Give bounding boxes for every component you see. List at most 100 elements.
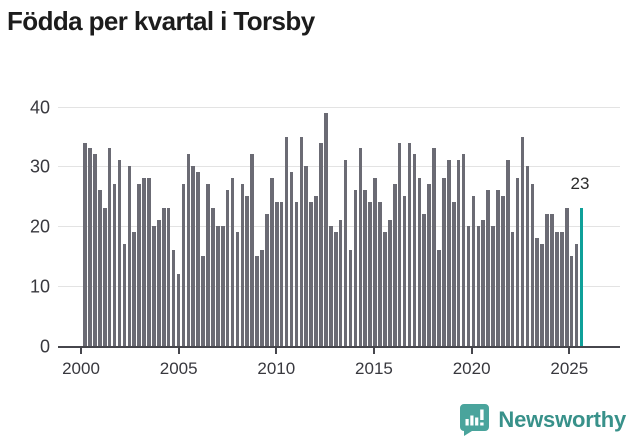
bar (314, 196, 318, 346)
bar (83, 143, 87, 346)
bar (211, 208, 215, 346)
newsworthy-icon (459, 403, 490, 436)
bar (481, 220, 485, 346)
bar (206, 184, 210, 346)
x-tick-2000 (80, 348, 82, 354)
bar (540, 244, 544, 346)
x-tick-2020 (470, 348, 473, 354)
bar (294, 202, 299, 346)
bar (171, 250, 176, 346)
bar (348, 250, 353, 346)
bar (255, 256, 259, 346)
bar (476, 226, 481, 346)
bar (191, 166, 196, 346)
bar (432, 148, 436, 346)
bar (98, 190, 102, 346)
bar (520, 137, 525, 346)
bar (574, 244, 579, 346)
bar (397, 143, 402, 346)
bar (240, 184, 245, 346)
last-bar-value-label: 23 (570, 174, 590, 193)
gridline-30 (58, 166, 620, 168)
bar (230, 178, 235, 346)
bar (550, 214, 554, 346)
bar (166, 208, 171, 346)
bar (501, 196, 505, 346)
x-tick-label-2020: 2020 (452, 359, 491, 378)
y-tick-label-0: 0 (39, 336, 50, 357)
gridline-40 (58, 106, 620, 108)
bar (564, 208, 569, 346)
bar (412, 154, 417, 346)
bar (461, 154, 466, 346)
bar (245, 196, 250, 346)
bar (515, 178, 520, 346)
bar (560, 232, 564, 346)
bar (447, 160, 451, 346)
bar (250, 154, 254, 346)
bar (319, 143, 323, 346)
bar (496, 190, 500, 346)
bar (176, 274, 181, 346)
bar (147, 178, 151, 346)
bar (304, 166, 309, 346)
bar (392, 184, 397, 346)
bar (112, 184, 117, 346)
bar (284, 137, 289, 346)
bar (142, 178, 146, 346)
x-axis-line (58, 346, 620, 348)
bar (451, 202, 456, 346)
bar (535, 238, 540, 346)
bar (279, 202, 284, 346)
x-tick-label-2015: 2015 (355, 359, 393, 378)
bar (260, 250, 264, 346)
bar (157, 220, 161, 346)
bar (309, 202, 313, 346)
bar (102, 208, 107, 346)
bar (274, 202, 279, 346)
bar (329, 226, 333, 346)
bar (201, 256, 205, 346)
bar (437, 250, 441, 346)
bar (220, 226, 225, 346)
y-tick-label-10: 10 (29, 276, 50, 297)
newsworthy-wordmark: Newsworthy (498, 406, 626, 432)
bar (132, 232, 137, 346)
bar (442, 178, 446, 346)
bar (93, 154, 97, 346)
bar (117, 160, 122, 346)
bar (324, 113, 328, 346)
bar (186, 154, 191, 346)
bar (358, 148, 363, 346)
bar (88, 148, 92, 346)
bar (491, 226, 495, 346)
y-tick-label-20: 20 (29, 216, 50, 237)
x-tick-2015 (372, 348, 375, 354)
bar (333, 232, 338, 346)
bar (235, 232, 240, 346)
bar (152, 226, 156, 346)
bar (555, 232, 559, 346)
y-tick-label-40: 40 (29, 97, 50, 118)
bar (388, 220, 392, 346)
bar (338, 220, 343, 346)
bar (456, 160, 461, 346)
bar (525, 166, 530, 346)
x-tick-label-2000: 2000 (62, 359, 100, 378)
x-tick-2005 (177, 348, 180, 354)
bar (471, 196, 476, 346)
bar (270, 178, 274, 346)
bar (196, 172, 200, 346)
bar (299, 137, 304, 346)
newsworthy-logo[interactable]: Newsworthy (459, 403, 626, 436)
bar (265, 214, 269, 346)
x-tick-2010 (275, 348, 278, 354)
bar (343, 160, 348, 346)
bar (181, 184, 186, 346)
bar (373, 178, 377, 346)
bar (107, 148, 112, 346)
bar (161, 208, 166, 346)
bar (486, 190, 490, 346)
bar (122, 244, 127, 346)
bar (402, 196, 407, 346)
